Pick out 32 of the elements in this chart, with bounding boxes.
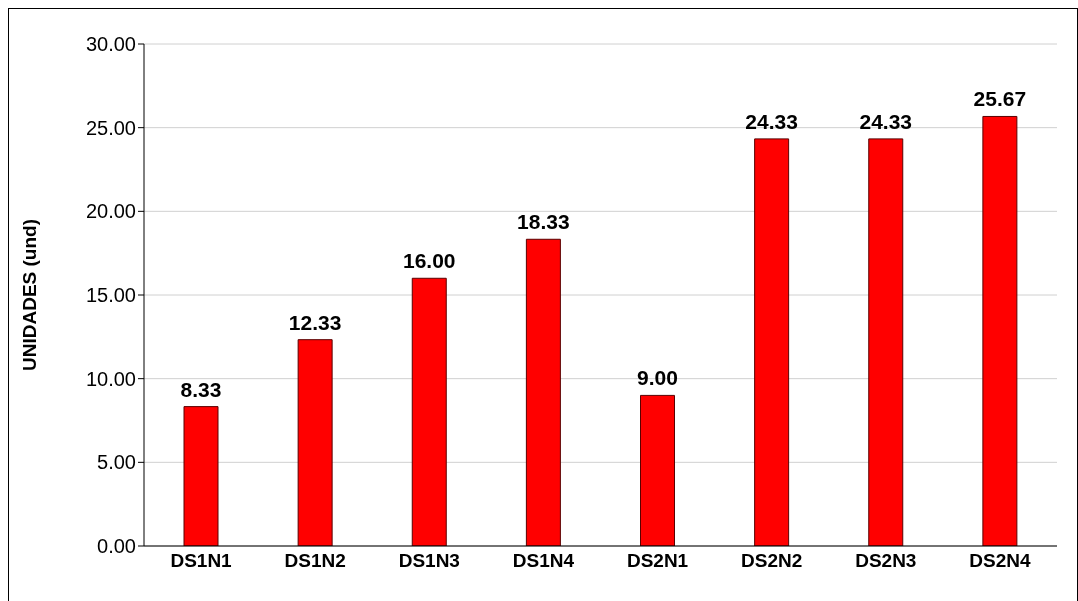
data-label: 8.33 [180,377,222,401]
x-tick-label: DS1N1 [170,550,233,572]
x-tick-label: DS2N4 [969,550,1031,572]
bar [982,115,1018,546]
data-label: 24.33 [859,109,913,133]
y-axis-title: UNIDADES (und) [18,219,40,371]
bar [640,394,675,546]
y-tick-label: 0.00 [97,535,136,558]
y-tick-label: 30.00 [85,33,136,56]
x-tick-label: DS2N2 [741,550,803,572]
y-tick-label: 25.00 [85,116,136,139]
data-label: 25.67 [973,87,1027,111]
y-tick-label: 20.00 [85,200,136,223]
bar [297,339,333,546]
data-label: 12.33 [288,310,342,334]
bar [868,138,904,546]
x-tick-label: DS1N2 [284,550,346,572]
bar [525,238,561,546]
data-label: 24.33 [745,109,798,133]
x-tick-label: DS1N4 [512,550,575,572]
bar [754,138,790,546]
x-tick-label: DS2N1 [626,550,689,572]
data-label: 18.33 [517,210,570,234]
y-tick-label: 5.00 [97,451,136,474]
y-tick-label: 10.00 [85,367,136,390]
bar [411,277,447,546]
x-tick-label: DS2N3 [855,550,917,572]
data-label: 9.00 [637,366,678,390]
y-tick-label: 15.00 [85,284,136,307]
x-tick-label: DS1N3 [398,550,460,572]
data-label: 16.00 [402,249,456,273]
bar [183,406,219,546]
